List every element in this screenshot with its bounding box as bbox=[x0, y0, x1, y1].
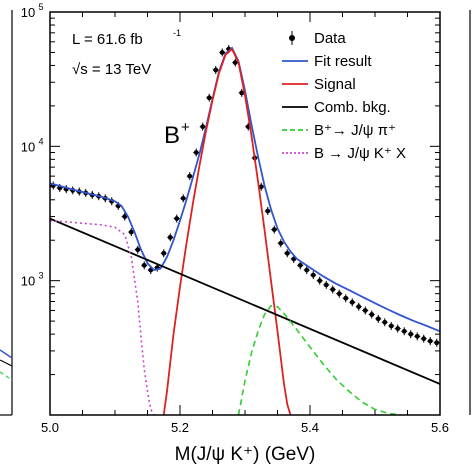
data-point bbox=[128, 229, 134, 235]
particle-label: B bbox=[164, 122, 180, 149]
data-point bbox=[343, 295, 349, 301]
data-point bbox=[122, 214, 128, 219]
y-tick-label: 10 bbox=[21, 139, 35, 154]
data-point bbox=[161, 250, 167, 256]
plot-area bbox=[50, 45, 440, 415]
data-point bbox=[382, 319, 388, 325]
y-tick-label: 10 bbox=[21, 274, 35, 289]
legend-entry-0-label: Data bbox=[314, 30, 346, 47]
x-tick-label: 5.4 bbox=[301, 420, 319, 435]
data-point bbox=[427, 338, 433, 344]
series-comb-bkg-line bbox=[50, 217, 440, 385]
data-point bbox=[349, 299, 355, 305]
legend: Data Fit result Signal Comb. bkg. B⁺→ J/ψ π⁺… bbox=[282, 30, 406, 162]
data-point bbox=[369, 312, 375, 317]
luminosity-label: L = 61.6 fb bbox=[72, 31, 143, 48]
series-signal-line bbox=[162, 47, 292, 415]
data-point bbox=[278, 240, 284, 246]
data-point bbox=[258, 184, 264, 190]
data-point bbox=[421, 336, 427, 342]
data-point bbox=[408, 331, 414, 337]
data-point bbox=[395, 326, 401, 331]
data-point bbox=[232, 60, 238, 66]
data-point bbox=[200, 124, 206, 130]
data-point bbox=[310, 272, 316, 278]
luminosity-unit-exponent: -1 bbox=[173, 28, 181, 38]
data-point bbox=[434, 340, 440, 346]
annotations: L = 61.6 fb -1 √s = 13 TeV B + bbox=[72, 28, 190, 149]
data-point bbox=[401, 328, 407, 334]
data-point bbox=[167, 234, 173, 240]
data-point bbox=[206, 95, 212, 101]
x-tick-label: 5.6 bbox=[431, 420, 449, 435]
particle-charge: + bbox=[181, 119, 190, 136]
y-tick-exponent: 3 bbox=[38, 271, 43, 281]
data-point bbox=[219, 50, 225, 55]
series-b-j-line bbox=[237, 304, 402, 415]
legend-entry-2-label: Signal bbox=[314, 76, 356, 93]
legend-entry-0-marker bbox=[289, 35, 295, 41]
data-point bbox=[193, 150, 199, 155]
data-point bbox=[375, 316, 381, 322]
data-point bbox=[141, 262, 147, 268]
data-point bbox=[174, 216, 180, 221]
data-point bbox=[187, 173, 193, 179]
data-point bbox=[284, 250, 290, 256]
data-point bbox=[304, 267, 310, 273]
legend-entry-1-label: Fit result bbox=[314, 53, 372, 70]
data-point bbox=[317, 278, 323, 284]
y-tick-label: 10 bbox=[21, 5, 35, 20]
data-point bbox=[330, 287, 336, 292]
data-point bbox=[414, 333, 420, 339]
data-point bbox=[180, 195, 186, 201]
data-point bbox=[362, 308, 368, 313]
data-point bbox=[135, 247, 141, 253]
data-point bbox=[323, 282, 329, 288]
data-point bbox=[271, 227, 277, 232]
legend-entry-5-label: B → J/ψ K⁺ X bbox=[314, 145, 406, 162]
data-point bbox=[297, 262, 303, 268]
left-neighbor-panel bbox=[0, 10, 13, 416]
y-tick-exponent: 5 bbox=[38, 2, 43, 12]
x-tick-label: 5.0 bbox=[41, 420, 59, 435]
legend-entry-4-label: B⁺→ J/ψ π⁺ bbox=[314, 122, 396, 139]
series-fit-result-line bbox=[50, 46, 440, 333]
x-tick-label: 5.2 bbox=[171, 420, 189, 435]
energy-label: √s = 13 TeV bbox=[72, 61, 151, 78]
data-point bbox=[265, 208, 271, 214]
x-axis-label: M(J/ψ K⁺) (GeV) bbox=[175, 444, 316, 465]
data-point bbox=[356, 304, 362, 310]
legend-entry-3-label: Comb. bkg. bbox=[314, 99, 391, 116]
data-point bbox=[336, 291, 342, 297]
data-point bbox=[388, 323, 394, 329]
data-point bbox=[239, 90, 245, 96]
data-point bbox=[213, 67, 219, 73]
y-tick-exponent: 4 bbox=[38, 136, 43, 146]
